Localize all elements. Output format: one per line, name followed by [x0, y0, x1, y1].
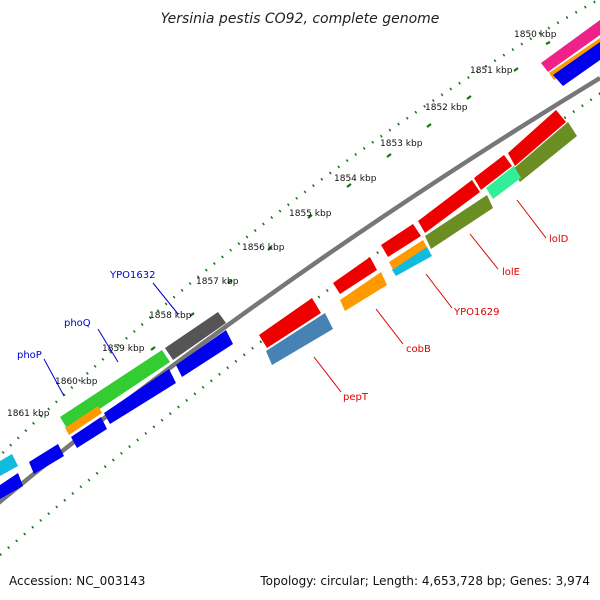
forward-strand-genes — [0, 20, 600, 476]
tick-label-1851: 1851 kbp — [470, 66, 513, 76]
gene-arrow-blue-1859[interactable] — [104, 369, 176, 424]
gene-arrow-green-phoQ[interactable] — [60, 350, 170, 430]
gene-arrow-red-lolD[interactable] — [508, 110, 566, 166]
reverse-strand-genes — [259, 110, 577, 365]
blue-arrows — [0, 42, 600, 499]
gene-arrow-orange-phoP[interactable] — [65, 406, 102, 435]
gene-label-lolE[interactable]: lolE — [502, 267, 520, 278]
gene-arrow-blue-1857[interactable] — [176, 330, 233, 377]
gene-arrow-red-pepT[interactable] — [259, 298, 321, 348]
gene-arrow-mint-lolE[interactable] — [486, 166, 521, 199]
tick-label-1850: 1850 kbp — [514, 30, 557, 40]
gene-arrow-cyan-cobB[interactable] — [392, 247, 432, 276]
gene-arrow-orange-cobB[interactable] — [389, 240, 428, 270]
reverse-gene-labels: lolD lolE YPO1629 cobB pepT — [313, 199, 569, 403]
tick-labels: 1850 kbp 1851 kbp 1852 kbp 1853 kbp 1854… — [7, 30, 557, 419]
gene-label-pepT[interactable]: pepT — [343, 392, 369, 403]
gene-arrow-magenta[interactable] — [541, 20, 600, 72]
gene-arrow-olive-YPO1629[interactable] — [425, 195, 493, 249]
tick-label-1853: 1853 kbp — [380, 139, 423, 149]
genome-backbone — [0, 76, 600, 505]
gene-arrow-blue-1850[interactable] — [553, 42, 600, 86]
tick-label-1858: 1858 kbp — [149, 311, 192, 321]
gene-arrow-olive-lolD[interactable] — [512, 122, 577, 182]
tick-label-1857: 1857 kbp — [196, 277, 239, 287]
gene-arrow-red-lolE[interactable] — [474, 155, 512, 190]
gene-label-phoQ[interactable]: phoQ — [64, 318, 91, 329]
gene-arrow-gray[interactable] — [165, 312, 226, 360]
tick-label-1855: 1855 kbp — [289, 209, 332, 219]
gene-arrow-red-pepT-upper[interactable] — [333, 257, 377, 294]
map-title: Yersinia pestis CO92, complete genome — [161, 11, 440, 27]
gene-arrow-red-cobB[interactable] — [381, 224, 421, 257]
gene-arrow-orange-pepT[interactable] — [340, 272, 387, 311]
accession-text: Accession: NC_003143 — [9, 574, 145, 588]
gene-arrow-red-YPO1629[interactable] — [418, 180, 480, 233]
gene-arrow-blue-1860[interactable] — [71, 417, 107, 448]
tick-label-1852: 1852 kbp — [425, 103, 468, 113]
gene-label-YPO1629[interactable]: YPO1629 — [453, 307, 499, 318]
gene-arrow-blue-left[interactable] — [0, 473, 23, 499]
gene-label-phoP[interactable]: phoP — [17, 350, 42, 361]
tick-label-1860: 1860 kbp — [55, 377, 98, 387]
gene-label-cobB[interactable]: cobB — [406, 344, 431, 355]
tick-label-1854: 1854 kbp — [334, 174, 377, 184]
gene-arrow-blue-1861[interactable] — [29, 444, 64, 474]
genome-summary-text: Topology: circular; Length: 4,653,728 bp… — [259, 574, 590, 588]
tick-label-1859: 1859 kbp — [102, 344, 145, 354]
gene-arrow-steelblue-pepT[interactable] — [266, 313, 333, 365]
gene-label-lolD[interactable]: lolD — [549, 234, 569, 245]
forward-gene-labels: YPO1632 phoQ phoP — [17, 270, 179, 397]
tick-label-1856: 1856 kbp — [242, 243, 285, 253]
gene-label-YPO1632[interactable]: YPO1632 — [109, 270, 155, 281]
tick-label-1861: 1861 kbp — [7, 409, 50, 419]
outer-tick-ring — [0, 0, 600, 458]
gene-arrow-cyan-left[interactable] — [0, 454, 18, 476]
